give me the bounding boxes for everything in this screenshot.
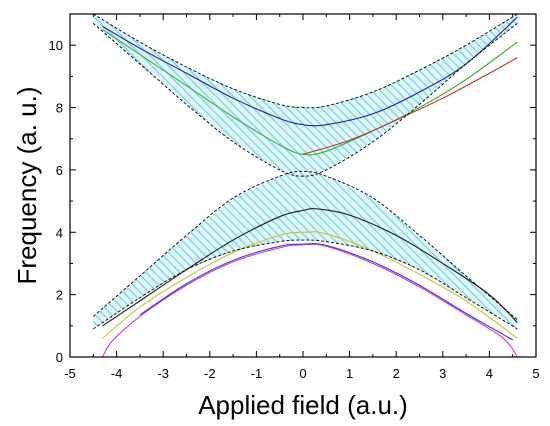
series-line-3 bbox=[302, 57, 518, 155]
y-axis-title: Frequency (a. u.) bbox=[12, 87, 42, 285]
y-tick-label: 6 bbox=[56, 163, 63, 178]
ticks-layer bbox=[69, 14, 537, 358]
dashed-envelope-line-8 bbox=[93, 13, 518, 109]
shaded-band-1 bbox=[93, 14, 518, 177]
dashed-envelope-line-11 bbox=[93, 239, 518, 330]
x-axis-title: Applied field (a.u.) bbox=[198, 390, 408, 420]
x-tick-label: 0 bbox=[299, 366, 306, 381]
x-tick-label: 1 bbox=[346, 366, 353, 381]
shaded-band-2 bbox=[93, 171, 518, 329]
x-tick-label: -2 bbox=[204, 366, 216, 381]
x-tick-label: 3 bbox=[439, 366, 446, 381]
x-tick-label: 4 bbox=[486, 366, 493, 381]
dashed-envelope-line-9 bbox=[93, 23, 518, 177]
series-line-7 bbox=[139, 243, 513, 341]
bands-layer bbox=[93, 14, 518, 329]
series-layer bbox=[93, 13, 518, 358]
y-tick-label: 0 bbox=[56, 350, 63, 365]
y-tick-label: 4 bbox=[56, 225, 63, 240]
series-line-1 bbox=[102, 16, 518, 127]
series-line-4 bbox=[102, 208, 518, 327]
x-tick-label: -5 bbox=[64, 366, 76, 381]
x-tick-label: 2 bbox=[393, 366, 400, 381]
series-line-5 bbox=[102, 231, 518, 339]
series-line-6 bbox=[102, 243, 518, 358]
dashed-envelope-line-10 bbox=[93, 171, 518, 320]
y-tick-label: 8 bbox=[56, 101, 63, 116]
x-tick-label: -3 bbox=[157, 366, 169, 381]
y-tick-label: 10 bbox=[49, 38, 63, 53]
x-tick-label: -4 bbox=[111, 366, 123, 381]
x-tick-label: 5 bbox=[532, 366, 539, 381]
tick-labels-layer: -5 -4 -3 -2 -1 0 1 2 3 4 5 0 2 4 6 8 10 bbox=[49, 38, 540, 381]
y-tick-label: 2 bbox=[56, 288, 63, 303]
x-tick-label: -1 bbox=[251, 366, 263, 381]
